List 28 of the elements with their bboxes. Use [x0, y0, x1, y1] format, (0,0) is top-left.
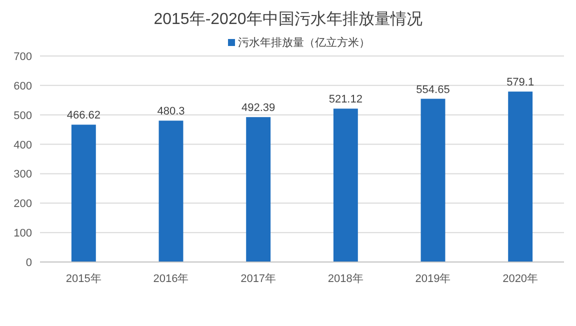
y-tick-label: 500 [14, 110, 32, 122]
y-tick-label: 700 [14, 51, 32, 63]
data-label: 521.12 [328, 94, 362, 106]
data-label: 466.62 [66, 110, 100, 122]
y-tick-label: 600 [14, 80, 32, 92]
bar [246, 117, 271, 262]
y-tick-label: 0 [26, 257, 32, 269]
y-tick-label: 100 [14, 228, 32, 240]
y-tick-label: 400 [14, 139, 32, 152]
y-tick-label: 200 [14, 198, 32, 210]
x-tick-label: 2019年 [415, 273, 451, 285]
x-tick-label: 2018年 [328, 273, 364, 285]
x-tick-label: 2017年 [240, 273, 276, 285]
data-label: 579.1 [506, 76, 534, 89]
bar [333, 108, 358, 262]
x-tick-label: 2016年 [153, 273, 189, 285]
bar [71, 124, 96, 262]
data-label: 554.65 [416, 84, 450, 96]
x-tick-label: 2020年 [502, 273, 538, 285]
legend-label: 污水年排放量（亿立方米） [238, 36, 370, 49]
data-label: 492.39 [242, 102, 276, 114]
bar [158, 120, 184, 262]
x-tick-label: 2015年 [66, 273, 102, 285]
data-label: 480.3 [157, 106, 185, 118]
bar [420, 98, 446, 262]
y-tick-label: 300 [14, 168, 32, 181]
bar [508, 92, 533, 262]
chart-title: 2015年-2020年中国污水年排放量情况 [154, 10, 422, 28]
